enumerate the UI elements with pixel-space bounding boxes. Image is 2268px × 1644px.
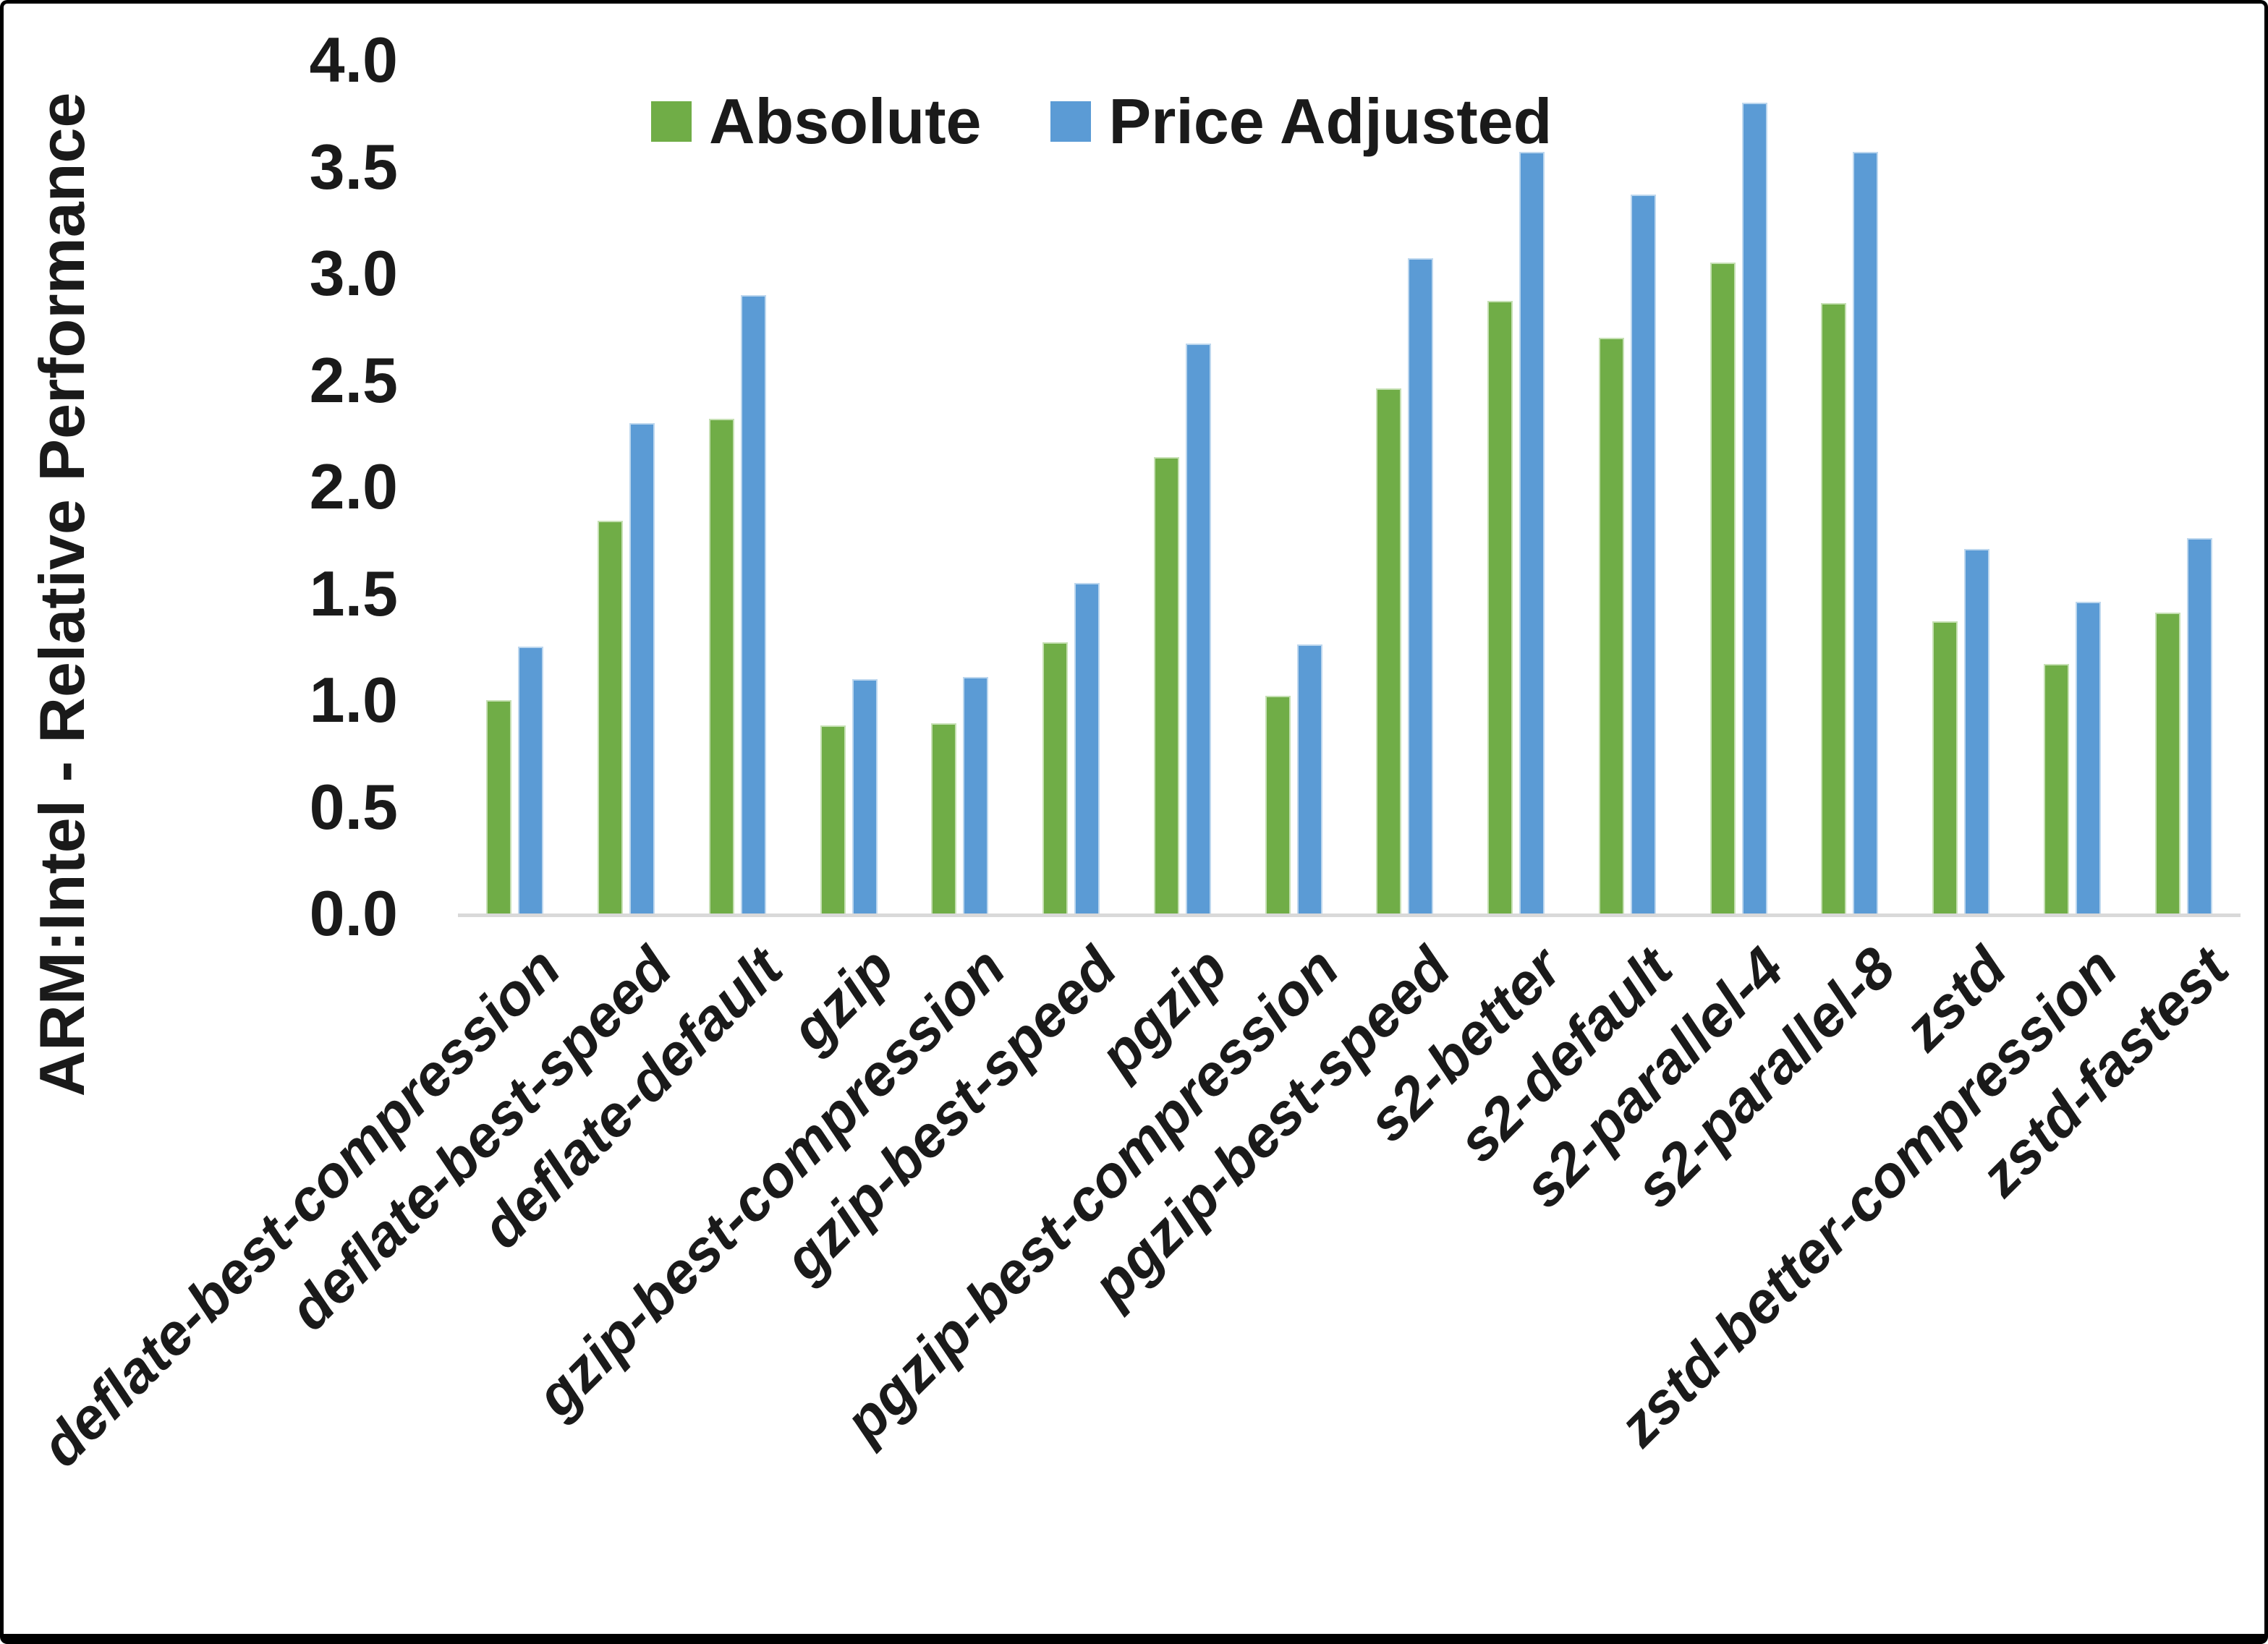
y-axis-title: ARM:Intel - Relative Performance (26, 92, 98, 1097)
y-tick-label: 2.5 (309, 344, 398, 416)
bar-absolute-pgzip (1153, 456, 1179, 913)
bar-absolute-pgzip-best-compression (1265, 696, 1291, 913)
bar-absolute-zstd-better-compression (2043, 663, 2069, 913)
y-tick-label: 0.5 (309, 770, 398, 843)
bar-absolute-s2-parallel-8 (1821, 303, 1847, 913)
y-tick-label: 4.0 (309, 24, 398, 95)
legend-label: Price Adjusted (1108, 85, 1553, 157)
bar-absolute-zstd (1932, 621, 1958, 913)
bar-price-adjusted-gzip-best-compression (963, 676, 989, 913)
bar-price-adjusted-pgzip-best-compression (1296, 644, 1322, 913)
bar-absolute-gzip (820, 725, 846, 913)
legend-item-price-adjusted: Price Adjusted (1050, 85, 1552, 158)
bar-absolute-s2-default (1598, 337, 1624, 913)
bar-absolute-deflate-default (708, 418, 734, 913)
bar-price-adjusted-s2-better (1519, 151, 1545, 913)
absolute-swatch-icon (651, 101, 692, 142)
legend-label: Absolute (709, 85, 982, 157)
bar-price-adjusted-pgzip (1185, 344, 1211, 913)
bar-price-adjusted-s2-default (1630, 194, 1656, 913)
bar-price-adjusted-s2-parallel-8 (1853, 151, 1879, 913)
bar-absolute-deflate-best-compression (486, 700, 512, 913)
y-tick-label: 2.0 (309, 451, 398, 522)
bar-price-adjusted-deflate-best-compression (518, 647, 544, 913)
bar-price-adjusted-pgzip-best-speed (1408, 258, 1434, 913)
bar-absolute-s2-better (1487, 301, 1513, 913)
bar-absolute-deflate-best-speed (598, 521, 624, 913)
bar-absolute-zstd-fastest (2154, 613, 2180, 913)
bar-absolute-pgzip-best-speed (1376, 388, 1402, 913)
x-axis-line (458, 913, 2241, 917)
bar-price-adjusted-deflate-best-speed (629, 422, 655, 913)
y-tick-label: 1.5 (309, 557, 398, 629)
legend-item-absolute: Absolute (651, 85, 981, 158)
y-tick-label: 0.0 (309, 877, 398, 949)
bar-price-adjusted-gzip (851, 678, 878, 913)
bar-price-adjusted-deflate-default (740, 294, 766, 913)
bar-price-adjusted-zstd-better-compression (2075, 602, 2101, 913)
y-tick-label: 3.5 (309, 130, 398, 203)
y-tick-label: 3.0 (309, 237, 398, 309)
bar-price-adjusted-zstd-fastest (2186, 537, 2212, 913)
bar-price-adjusted-gzip-best-speed (1074, 582, 1100, 913)
bar-absolute-gzip-best-speed (1042, 642, 1069, 913)
bar-price-adjusted-zstd (1964, 548, 1990, 913)
price-adjusted-swatch-icon (1050, 101, 1092, 142)
bar-absolute-gzip-best-compression (931, 723, 957, 913)
bar-absolute-s2-parallel-4 (1710, 263, 1736, 913)
legend: Absolute Price Adjusted (651, 85, 1552, 158)
bar-price-adjusted-s2-parallel-4 (1741, 103, 1767, 913)
y-tick-label: 1.0 (309, 664, 398, 736)
